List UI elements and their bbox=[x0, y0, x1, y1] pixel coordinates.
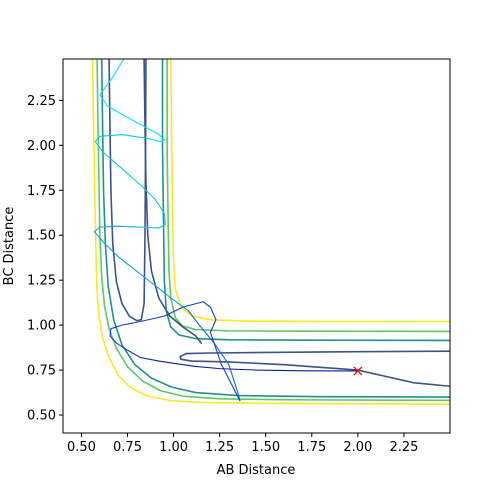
y-tick-label: 2.25 bbox=[27, 94, 56, 109]
trajectory-segment-2 bbox=[93, 225, 189, 312]
trajectory-segment-5 bbox=[139, 356, 359, 372]
y-tick-label: 1.25 bbox=[27, 274, 56, 289]
contour-line-5 bbox=[161, 59, 450, 342]
y-tick-label: 0.50 bbox=[27, 409, 56, 424]
x-tick-label: 0.50 bbox=[67, 440, 96, 455]
marker-layer bbox=[353, 366, 363, 376]
x-axis-ticks: 0.50 0.75 1.00 1.25 1.50 1.75 2.00 2.25 bbox=[67, 433, 418, 455]
contour-line-3 bbox=[166, 59, 450, 333]
trajectory-segment-4 bbox=[109, 301, 241, 402]
contour-line-0 bbox=[91, 59, 450, 406]
x-tick-label: 0.75 bbox=[113, 440, 142, 455]
y-tick-label: 2.00 bbox=[27, 139, 56, 154]
trajectory-segment-3 bbox=[187, 310, 241, 402]
contour-line-4 bbox=[100, 59, 450, 398]
trajectory-segment-1 bbox=[94, 133, 166, 229]
x-tick-label: 1.00 bbox=[159, 440, 188, 455]
x-tick-label: 2.25 bbox=[389, 440, 418, 455]
start-marker bbox=[353, 366, 363, 376]
contour-layer bbox=[91, 59, 450, 406]
y-tick-label: 1.00 bbox=[27, 319, 56, 334]
x-tick-label: 2.00 bbox=[343, 440, 372, 455]
x-tick-label: 1.50 bbox=[251, 440, 280, 455]
y-axis-label: BC Distance bbox=[2, 207, 17, 286]
contour-line-2 bbox=[96, 59, 450, 402]
trajectory-segment-0 bbox=[99, 59, 165, 143]
y-tick-label: 0.75 bbox=[27, 364, 56, 379]
contour-line-8 bbox=[143, 59, 203, 344]
start-marker-stroke-b bbox=[353, 366, 363, 376]
trajectory-layer bbox=[93, 59, 359, 402]
contour-line-1 bbox=[170, 59, 450, 323]
y-axis-ticks: 0.50 0.75 1.00 1.25 1.50 1.75 2.00 2.25 bbox=[27, 94, 63, 424]
y-tick-label: 1.50 bbox=[27, 229, 56, 244]
x-axis-label: AB Distance bbox=[217, 463, 296, 478]
contour-line-6 bbox=[108, 59, 147, 322]
y-tick-label: 1.75 bbox=[27, 184, 56, 199]
plot-frame bbox=[62, 58, 451, 434]
x-tick-label: 1.25 bbox=[205, 440, 234, 455]
x-tick-label: 1.75 bbox=[297, 440, 326, 455]
